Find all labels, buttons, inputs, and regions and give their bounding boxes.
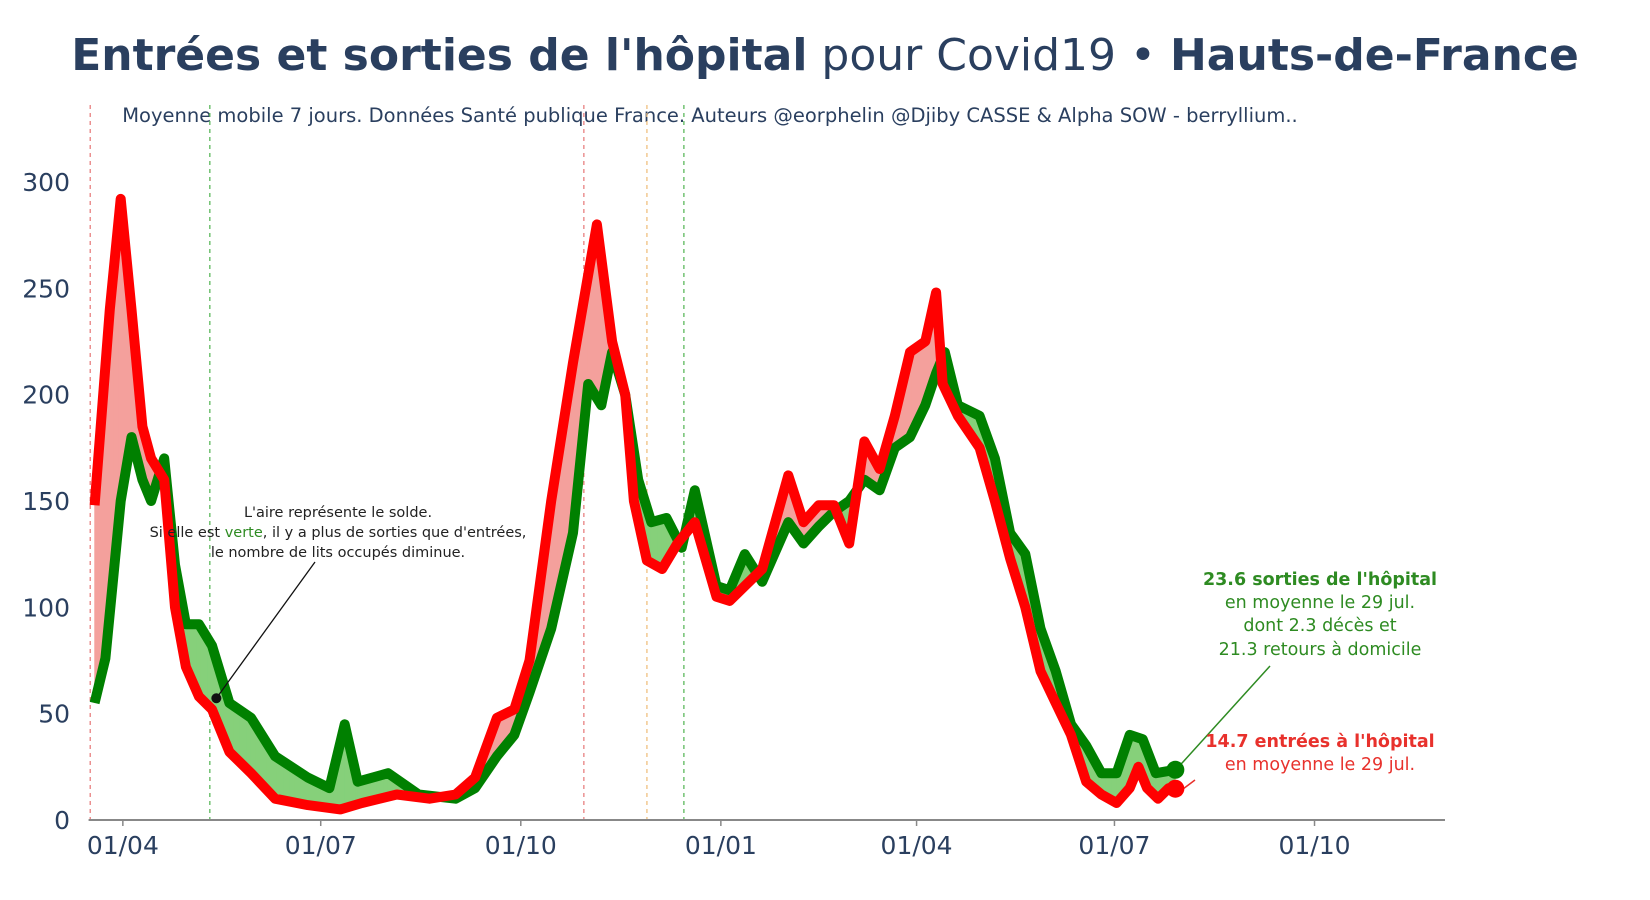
note-line-2: Si elle est verte, il y a plus de sortie… bbox=[150, 525, 527, 541]
x-tick-label: 01/10 bbox=[1279, 831, 1351, 860]
chart-title: Entrées et sorties de l'hôpital pour Cov… bbox=[0, 30, 1650, 81]
y-tick-label: 100 bbox=[22, 593, 70, 622]
x-tick-label: 01/04 bbox=[881, 831, 953, 860]
entries-arrow-line bbox=[1182, 779, 1196, 790]
y-axis-ticks: 0 50 100 150 200 250 300 bbox=[22, 168, 70, 835]
entries-last-value-dot bbox=[1166, 779, 1185, 798]
exits-annotation-line-2: en moyenne le 29 jul. bbox=[1225, 593, 1415, 613]
exits-annotation-line-1: 23.6 sorties de l'hôpital bbox=[1203, 570, 1437, 590]
title-part-2: pour Covid19 • bbox=[807, 30, 1170, 81]
note-line-2-b: , il y a plus de sorties que d'entrées, bbox=[263, 525, 527, 541]
x-tick-label: 01/01 bbox=[685, 831, 757, 860]
y-tick-label: 50 bbox=[38, 700, 70, 729]
y-tick-label: 300 bbox=[22, 168, 70, 197]
entries-annotation-line-1: 14.7 entrées à l'hôpital bbox=[1205, 732, 1434, 752]
exits-last-value-dot bbox=[1166, 760, 1185, 779]
entries-annotation-line-2: en moyenne le 29 jul. bbox=[1225, 755, 1415, 775]
y-tick-label: 150 bbox=[22, 487, 70, 516]
exits-annotation-line-4: 21.3 retours à domicile bbox=[1219, 640, 1422, 660]
exits-annotation: 23.6 sorties de l'hôpital en moyenne le … bbox=[1166, 570, 1437, 779]
x-tick-label: 01/04 bbox=[87, 831, 159, 860]
note-line-1: L'aire représente le solde. bbox=[244, 505, 432, 521]
x-axis-ticks: 01/04 01/07 01/10 01/01 01/04 01/07 01/10 bbox=[87, 820, 1351, 860]
exits-annotation-line-3: dont 2.3 décès et bbox=[1243, 616, 1396, 636]
chart-subtitle: Moyenne mobile 7 jours. Données Santé pu… bbox=[122, 104, 1298, 127]
balance-note-annotation: L'aire représente le solde. Si elle est … bbox=[150, 505, 527, 704]
note-arrow-line bbox=[215, 561, 316, 699]
event-vertical-lines bbox=[89, 105, 685, 820]
note-line-3: le nombre de lits occupés diminue. bbox=[211, 545, 465, 561]
y-tick-label: 250 bbox=[22, 274, 70, 303]
title-part-1: Entrées et sorties de l'hôpital bbox=[71, 30, 808, 81]
note-arrow-dot bbox=[211, 693, 222, 704]
y-tick-label: 200 bbox=[22, 381, 70, 410]
note-line-2-green: verte bbox=[225, 525, 263, 541]
note-line-2-a: Si elle est bbox=[150, 525, 225, 541]
title-part-3: Hauts-de-France bbox=[1169, 30, 1579, 81]
exits-arrow-line bbox=[1180, 665, 1271, 765]
fill-segment-0 bbox=[94, 477, 98, 704]
fill-segment-258 bbox=[655, 520, 659, 568]
entries-annotation: 14.7 entrées à l'hôpital en moyenne le 2… bbox=[1166, 732, 1435, 798]
x-tick-label: 01/07 bbox=[285, 831, 357, 860]
x-tick-label: 01/07 bbox=[1078, 831, 1150, 860]
series-line-entrees bbox=[89, 193, 1176, 815]
y-tick-label: 0 bbox=[54, 806, 70, 835]
series-line-sorties bbox=[89, 347, 1177, 804]
x-tick-label: 01/10 bbox=[485, 831, 557, 860]
fill-segment-259 bbox=[657, 519, 661, 569]
